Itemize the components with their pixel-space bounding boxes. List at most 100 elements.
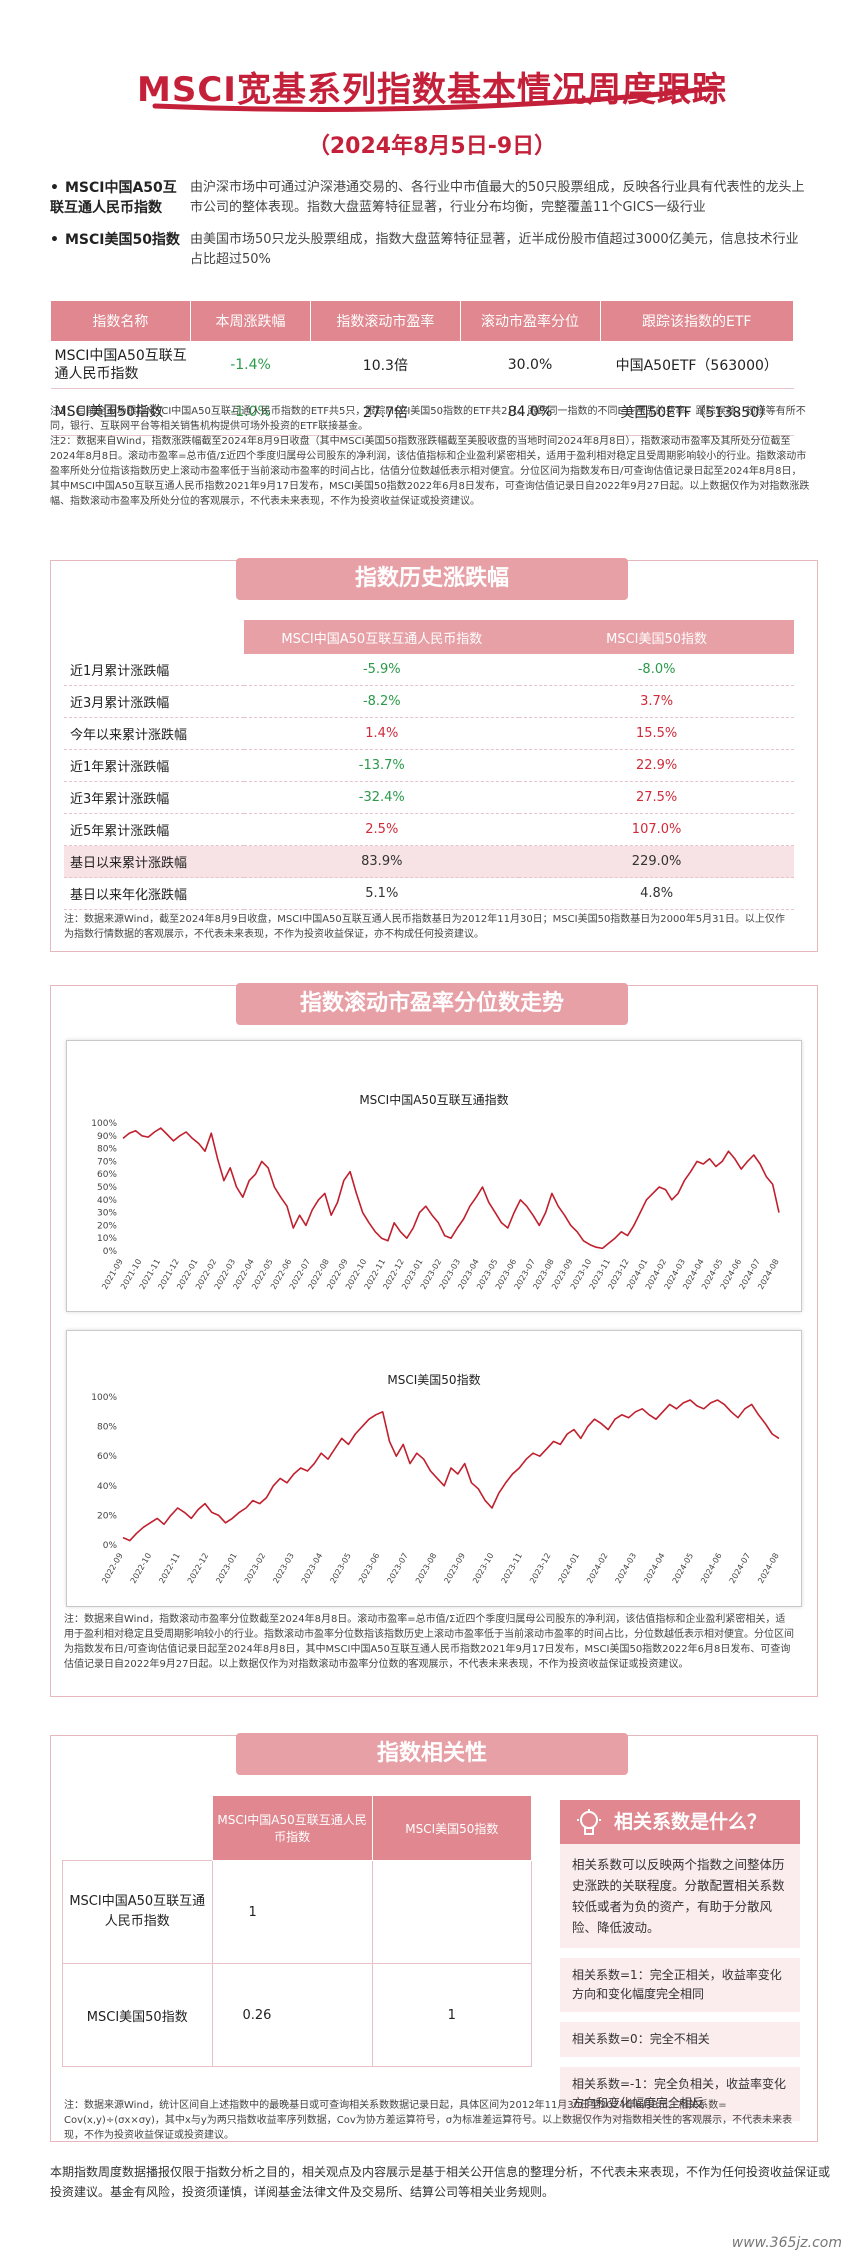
pe-cell: 27.7倍 — [310, 388, 461, 436]
x-tick-label: 2022-09 — [100, 1552, 125, 1585]
row-label: 近3月累计涨跌幅 — [64, 685, 245, 718]
correlation-note: 注：数据来源Wind，统计区间自上述指数中的最晚基日或可查询相关系数数据记录日起… — [64, 2100, 793, 2141]
y-tick-label: 10% — [97, 1234, 117, 1244]
table-row: 近5年累计涨跌幅 2.5% 107.0% — [64, 813, 794, 846]
x-tick-label: 2024-04 — [642, 1552, 667, 1585]
weekly-change-cell: -1.0% — [190, 388, 311, 436]
index-name-cell: MSCI中国A50互联互通人民币指数 — [50, 341, 191, 389]
pe-cell: 10.3倍 — [310, 341, 461, 389]
summary-table: 指数名称 本周涨跌幅 指数滚动市盈率 滚动市盈率分位 跟踪该指数的ETF MSC… — [50, 300, 794, 436]
y-tick-label: 40% — [97, 1196, 117, 1206]
value-a: 1.4% — [244, 717, 520, 750]
y-tick-label: 80% — [97, 1145, 117, 1155]
correlation-banner: 指数相关性 — [236, 1733, 628, 1775]
pe-percentile-cell: 30.0% — [460, 341, 600, 389]
value-a: -13.7% — [244, 749, 520, 782]
x-tick-label: 2024-07 — [728, 1552, 753, 1585]
value-b: -8.0% — [519, 654, 794, 686]
chart-title: MSCI中国A50互联互通指数 — [359, 1093, 509, 1107]
y-tick-label: 90% — [97, 1132, 117, 1142]
column-header: 指数名称 — [50, 300, 191, 342]
row-label: 基日以来年化涨跌幅 — [64, 877, 245, 910]
lightbulb-icon — [577, 1809, 601, 1835]
history-banner: 指数历史涨跌幅 — [236, 558, 628, 600]
pe-percentile-cell: 84.0% — [460, 388, 600, 436]
x-tick-label: 2023-07 — [385, 1552, 410, 1585]
x-tick-label: 2022-10 — [129, 1552, 154, 1585]
row-label: 近3年累计涨跌幅 — [64, 781, 245, 814]
x-tick-label: 2022-12 — [186, 1552, 211, 1585]
x-tick-label: 2023-03 — [271, 1552, 296, 1585]
y-tick-label: 20% — [97, 1511, 117, 1521]
x-tick-label: 2024-03 — [614, 1552, 639, 1585]
y-tick-label: 100% — [91, 1119, 117, 1129]
intro-desc: 由沪深市场中可通过沪深港通交易的、各行业中市值最大的50只股票组成，反映各行业具… — [190, 180, 805, 215]
intro-item: MSCI中国A50互联互通人民币指数 由沪深市场中可通过沪深港通交易的、各行业中… — [50, 178, 810, 218]
x-tick-label: 2023-08 — [414, 1552, 439, 1585]
correlation-table: MSCI中国A50互联互通人民币指数 MSCI美国50指数 MSCI中国A50互… — [62, 1795, 533, 2067]
series-line — [122, 1127, 780, 1250]
table-header-row: MSCI中国A50互联互通人民币指数 MSCI美国50指数 — [62, 1795, 533, 1861]
y-tick-label: 50% — [97, 1183, 117, 1193]
table-header-row: MSCI中国A50互联互通人民币指数 MSCI美国50指数 — [64, 620, 794, 654]
table-row: MSCI中国A50互联互通人民币指数 1 — [62, 1860, 533, 1964]
row-label: 今年以来累计涨跌幅 — [64, 717, 245, 750]
y-tick-label: 0% — [103, 1541, 118, 1551]
intro-item: MSCI美国50指数 由美国市场50只龙头股票组成，指数大盘蓝筹特征显著，近半成… — [50, 230, 810, 270]
intro-desc: 由美国市场50只龙头股票组成，指数大盘蓝筹特征显著，近半成份股市值超过3000亿… — [190, 232, 799, 267]
column-header: 跟踪该指数的ETF — [599, 300, 794, 342]
table-row: 基日以来累计涨跌幅 83.9% 229.0% — [64, 845, 794, 878]
note-2: 注2：数据来自Wind，指数涨跌幅截至2024年8月9日收盘（其中MSCI美国5… — [50, 436, 810, 507]
y-tick-label: 80% — [97, 1423, 117, 1433]
x-tick-label: 2023-01 — [214, 1552, 239, 1585]
y-tick-label: 60% — [97, 1452, 117, 1462]
row-label: 近1月累计涨跌幅 — [64, 654, 245, 686]
chart-a50: MSCI中国A50互联互通指数 0% 10% 20% 30% 40% 50% 60% 70% 8… — [66, 1040, 802, 1312]
watermark: www.365jz.com — [731, 2235, 842, 2251]
row-label: 近5年累计涨跌幅 — [64, 813, 245, 846]
pe-note: 注：数据来自Wind，指数滚动市盈率分位数截至2024年8月8日。滚动市盈率=总… — [64, 1614, 794, 1670]
row-label: MSCI美国50指数 — [62, 1963, 213, 2067]
corr-value-empty — [371, 1860, 533, 1964]
table-row: 近3月累计涨跌幅 -8.2% 3.7% — [64, 685, 794, 718]
x-tick-label: 2024-01 — [557, 1552, 582, 1585]
row-label: 近1年累计涨跌幅 — [64, 749, 245, 782]
pe-banner: 指数滚动市盈率分位数走势 — [236, 983, 628, 1025]
y-tick-label: 20% — [97, 1221, 117, 1231]
y-tick-label: 70% — [97, 1157, 117, 1167]
corr-value: 1 — [211, 1860, 373, 1964]
table-row: 近1月累计涨跌幅 -5.9% -8.0% — [64, 654, 794, 686]
x-tick-label: 2022-11 — [157, 1552, 182, 1585]
explainer-title: 相关系数是什么？ — [614, 1811, 767, 1833]
x-tick-label: 2023-06 — [357, 1552, 382, 1585]
explainer-header: 相关系数是什么？ — [560, 1800, 800, 1844]
chart-us50: MSCI美国50指数 0% 20% 40% 60% 80% 100% 2022-09 2022… — [66, 1330, 802, 1607]
corr-value: 0.26 — [211, 1963, 373, 2067]
history-note: 注：数据来源Wind，截至2024年8月9日收盘，MSCI中国A50互联互通人民… — [64, 914, 785, 940]
page-title: MSCI宽基系列指数基本情况周度跟踪 — [137, 70, 727, 110]
etf-cell: 美国50ETF（513850） — [600, 388, 794, 436]
x-tick-label: 2023-05 — [328, 1552, 353, 1585]
chart-a50-svg: 0%10%20%30%40%50%60%70%80%90%100%2021-09… — [91, 1119, 780, 1291]
table-row: MSCI美国50指数 0.26 1 — [62, 1963, 533, 2067]
value-b: 22.9% — [519, 749, 794, 782]
note-1: 注1：目前全市场跟踪MSCI中国A50互联互通人民币指数的ETF共5只，跟踪MS… — [50, 406, 806, 432]
column-header: 滚动市盈率分位 — [459, 300, 601, 342]
intro-section: MSCI中国A50互联互通人民币指数 由沪深市场中可通过沪深港通交易的、各行业中… — [50, 178, 810, 282]
series-line — [122, 1399, 780, 1542]
x-tick-label: 2023-04 — [300, 1552, 325, 1585]
value-b: 27.5% — [519, 781, 794, 814]
x-tick-label: 2024-08 — [756, 1552, 781, 1585]
table-row: 今年以来累计涨跌幅 1.4% 15.5% — [64, 717, 794, 750]
weekly-change-cell: -1.4% — [190, 341, 311, 389]
y-tick-label: 60% — [97, 1170, 117, 1180]
column-header: 指数滚动市盈率 — [310, 300, 461, 342]
table-row: MSCI美国50指数 -1.0% 27.7倍 84.0% 美国50ETF（513… — [50, 388, 794, 436]
x-tick-label: 2024-05 — [671, 1552, 696, 1585]
row-label: MSCI中国A50互联互通人民币指数 — [62, 1860, 213, 1964]
y-tick-label: 0% — [103, 1247, 118, 1257]
explainer-item: 相关系数=-1：完全负相关，收益率变化方向和变化幅度完全相反 — [560, 2067, 800, 2121]
page-subtitle: （2024年8月5日-9日） — [307, 134, 557, 159]
corner-cell — [64, 620, 245, 654]
value-a: -8.2% — [244, 685, 520, 718]
